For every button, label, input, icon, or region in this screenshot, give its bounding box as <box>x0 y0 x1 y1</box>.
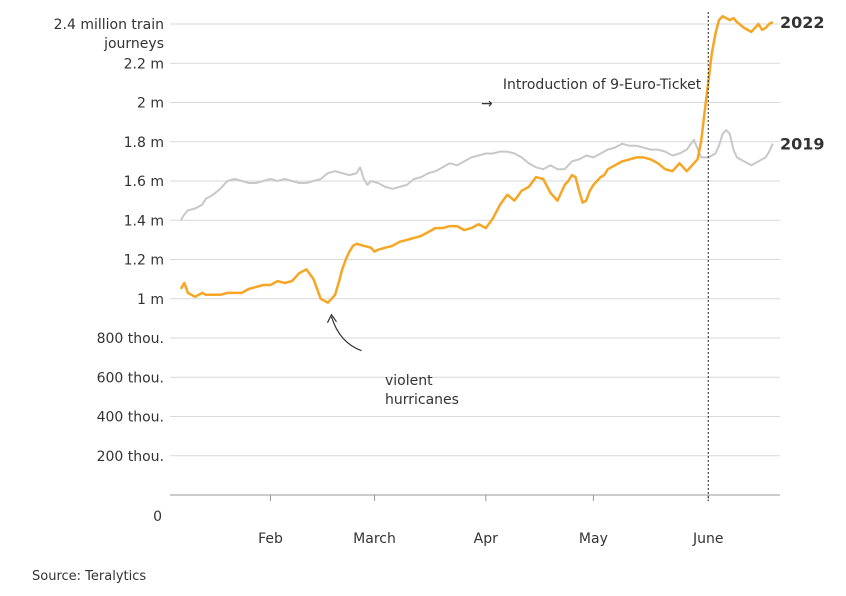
y-tick-label: 1.6 m <box>124 174 164 190</box>
y-tick-label: 2.4 million train journeys <box>54 17 164 52</box>
series-lines: 2019 2022 <box>179 13 825 304</box>
x-tick-label: June <box>692 531 724 547</box>
series-line-2022 <box>179 14 774 304</box>
series-label-2022: 2022 <box>780 13 825 32</box>
nine-euro-ticket-label: Introduction of 9-Euro-Ticket <box>503 77 702 93</box>
y-tick-label: 600 thou. <box>97 370 164 386</box>
y-tick-label: 400 thou. <box>97 410 164 426</box>
y-tick-label: 1.4 m <box>124 213 164 229</box>
y-tick-label: 1.2 m <box>124 253 164 269</box>
series-line-2019 <box>179 129 774 221</box>
y-tick-label: 800 thou. <box>97 331 164 347</box>
y-tick-label: 1.8 m <box>124 135 164 151</box>
x-tick-label: Apr <box>474 531 498 547</box>
source-note: Source: Teralytics <box>32 569 146 584</box>
nine-euro-ticket-arrow: → <box>481 96 493 112</box>
x-tick-label: May <box>579 531 608 547</box>
y-axis-ticks: 0 200 thou. 400 thou. 600 thou. 800 thou. 1 m… <box>54 17 164 525</box>
annotations: Introduction of 9-Euro-Ticket → violent hur… <box>326 12 709 501</box>
x-axis-ticks: Feb March Apr May June <box>258 495 723 547</box>
series-label-2019: 2019 <box>780 135 825 154</box>
y-tick-label: 1 m <box>137 292 164 308</box>
hurricanes-arrow <box>330 316 362 352</box>
hurricanes-arrowhead <box>326 313 337 323</box>
gridlines <box>170 23 780 496</box>
y-tick-label: 200 thou. <box>97 449 164 465</box>
x-tick-label: Feb <box>258 531 283 547</box>
y-tick-label: 2 m <box>137 96 164 112</box>
y-tick-label: 2.2 m <box>124 56 164 72</box>
hurricanes-label: violent hurricanes <box>385 373 459 408</box>
x-tick-label: March <box>353 531 396 547</box>
y-tick-label: 0 <box>153 509 162 525</box>
